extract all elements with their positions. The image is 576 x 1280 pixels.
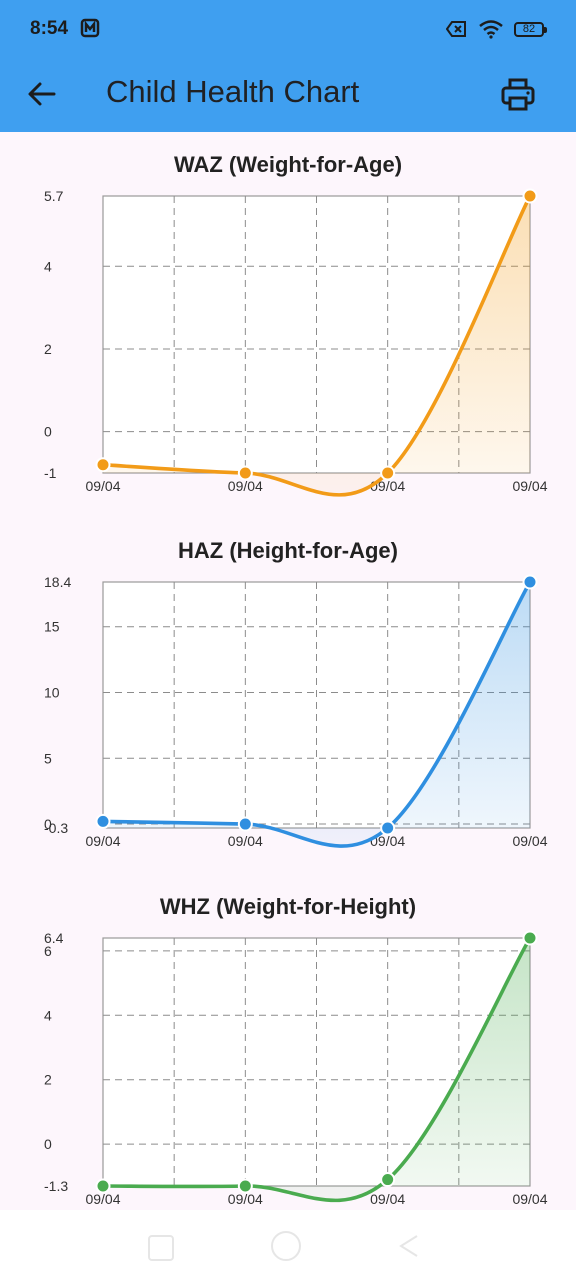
- y-tick-label: 5.7: [44, 188, 64, 204]
- y-tick-label: -1.3: [44, 1178, 68, 1194]
- haz-chart-section: HAZ (Height-for-Age) -0.3 0 5 10 15 18.4 09/04…: [0, 518, 576, 868]
- x-tick-label: 09/04: [85, 478, 120, 494]
- sim-off-icon: [446, 21, 466, 37]
- notification-icon: [80, 18, 100, 38]
- series-line: [101, 194, 532, 497]
- x-tick-label: 09/04: [228, 478, 263, 494]
- x-tick-label: 09/04: [228, 833, 263, 849]
- series-line: [101, 936, 532, 1203]
- system-nav-bar: [0, 1210, 576, 1280]
- whz-chart-section: WHZ (Weight-for-Height) -1.3 0 2 4 6 6.4 09/04…: [0, 874, 576, 1210]
- back-nav-button[interactable]: [397, 1234, 421, 1258]
- app-bar: Child Health Chart: [0, 58, 576, 132]
- status-right-icons: 82: [446, 19, 547, 39]
- y-tick-label: 2: [44, 1072, 52, 1088]
- y-tick-label: 15: [44, 619, 60, 635]
- y-tick-label: 0: [44, 1136, 52, 1152]
- wifi-icon: [479, 20, 503, 39]
- x-tick-label: 09/04: [370, 1191, 405, 1207]
- y-tick-label: -0.3: [44, 820, 68, 836]
- battery-level: 82: [522, 23, 536, 35]
- y-tick-label: 0: [44, 424, 52, 440]
- whz-chart: -1.3 0 2 4 66.4 09/04 09/04 09/04 09/04: [44, 930, 548, 1207]
- y-tick-label: 6: [44, 943, 52, 959]
- y-tick-label: 4: [44, 258, 52, 274]
- back-button[interactable]: [24, 76, 60, 112]
- data-point: [522, 930, 538, 946]
- series-area: [103, 582, 530, 847]
- y-tick-label: 0: [44, 816, 52, 832]
- series-area: [103, 196, 530, 495]
- page-title: Child Health Chart: [106, 74, 360, 109]
- x-tick-label: 09/04: [512, 833, 547, 849]
- status-time: 8:54: [30, 18, 69, 39]
- x-tick-label: 09/04: [370, 833, 405, 849]
- waz-chart-title: WAZ (Weight-for-Age): [173, 152, 403, 177]
- waz-chart-section: WAZ (Weight-for-Age) -1 0 2 4 5.7 09/04 09/04 0…: [0, 132, 576, 502]
- series-line: [101, 580, 532, 848]
- y-tick-label: 5: [44, 750, 52, 766]
- data-point: [237, 816, 253, 832]
- x-tick-label: 09/04: [512, 1191, 547, 1207]
- x-tick-label: 09/04: [512, 478, 547, 494]
- recent-apps-button[interactable]: [148, 1235, 174, 1261]
- print-button[interactable]: [498, 75, 538, 115]
- data-point: [95, 1178, 111, 1194]
- printer-icon: [501, 78, 535, 111]
- data-point: [522, 574, 538, 590]
- data-point: [237, 465, 253, 481]
- data-point: [95, 457, 111, 473]
- battery-icon: 82: [514, 21, 547, 37]
- status-bar: 8:54 82: [0, 0, 576, 58]
- arrow-left-icon: [28, 82, 56, 106]
- data-point: [95, 813, 111, 829]
- y-tick-label: 4: [44, 1007, 52, 1023]
- haz-chart: -0.30 5 10 15 18.4 09/04 09/04 09/04 09/04: [44, 574, 548, 849]
- data-point: [380, 1172, 396, 1188]
- data-point: [522, 188, 538, 204]
- x-tick-label: 09/04: [85, 833, 120, 849]
- data-point: [380, 820, 396, 836]
- y-tick-label: 18.4: [44, 574, 71, 590]
- y-tick-label: 6.4: [44, 930, 64, 946]
- y-tick-label: -1: [44, 465, 57, 481]
- data-point: [237, 1178, 253, 1194]
- y-tick-label: 10: [44, 685, 60, 701]
- x-tick-label: 09/04: [85, 1191, 120, 1207]
- haz-chart-title: HAZ (Height-for-Age): [178, 538, 398, 563]
- series-area: [103, 938, 530, 1201]
- x-tick-label: 09/04: [228, 1191, 263, 1207]
- home-button[interactable]: [271, 1231, 301, 1261]
- whz-chart-title: WHZ (Weight-for-Height): [159, 894, 417, 919]
- y-tick-label: 2: [44, 341, 52, 357]
- data-point: [380, 465, 396, 481]
